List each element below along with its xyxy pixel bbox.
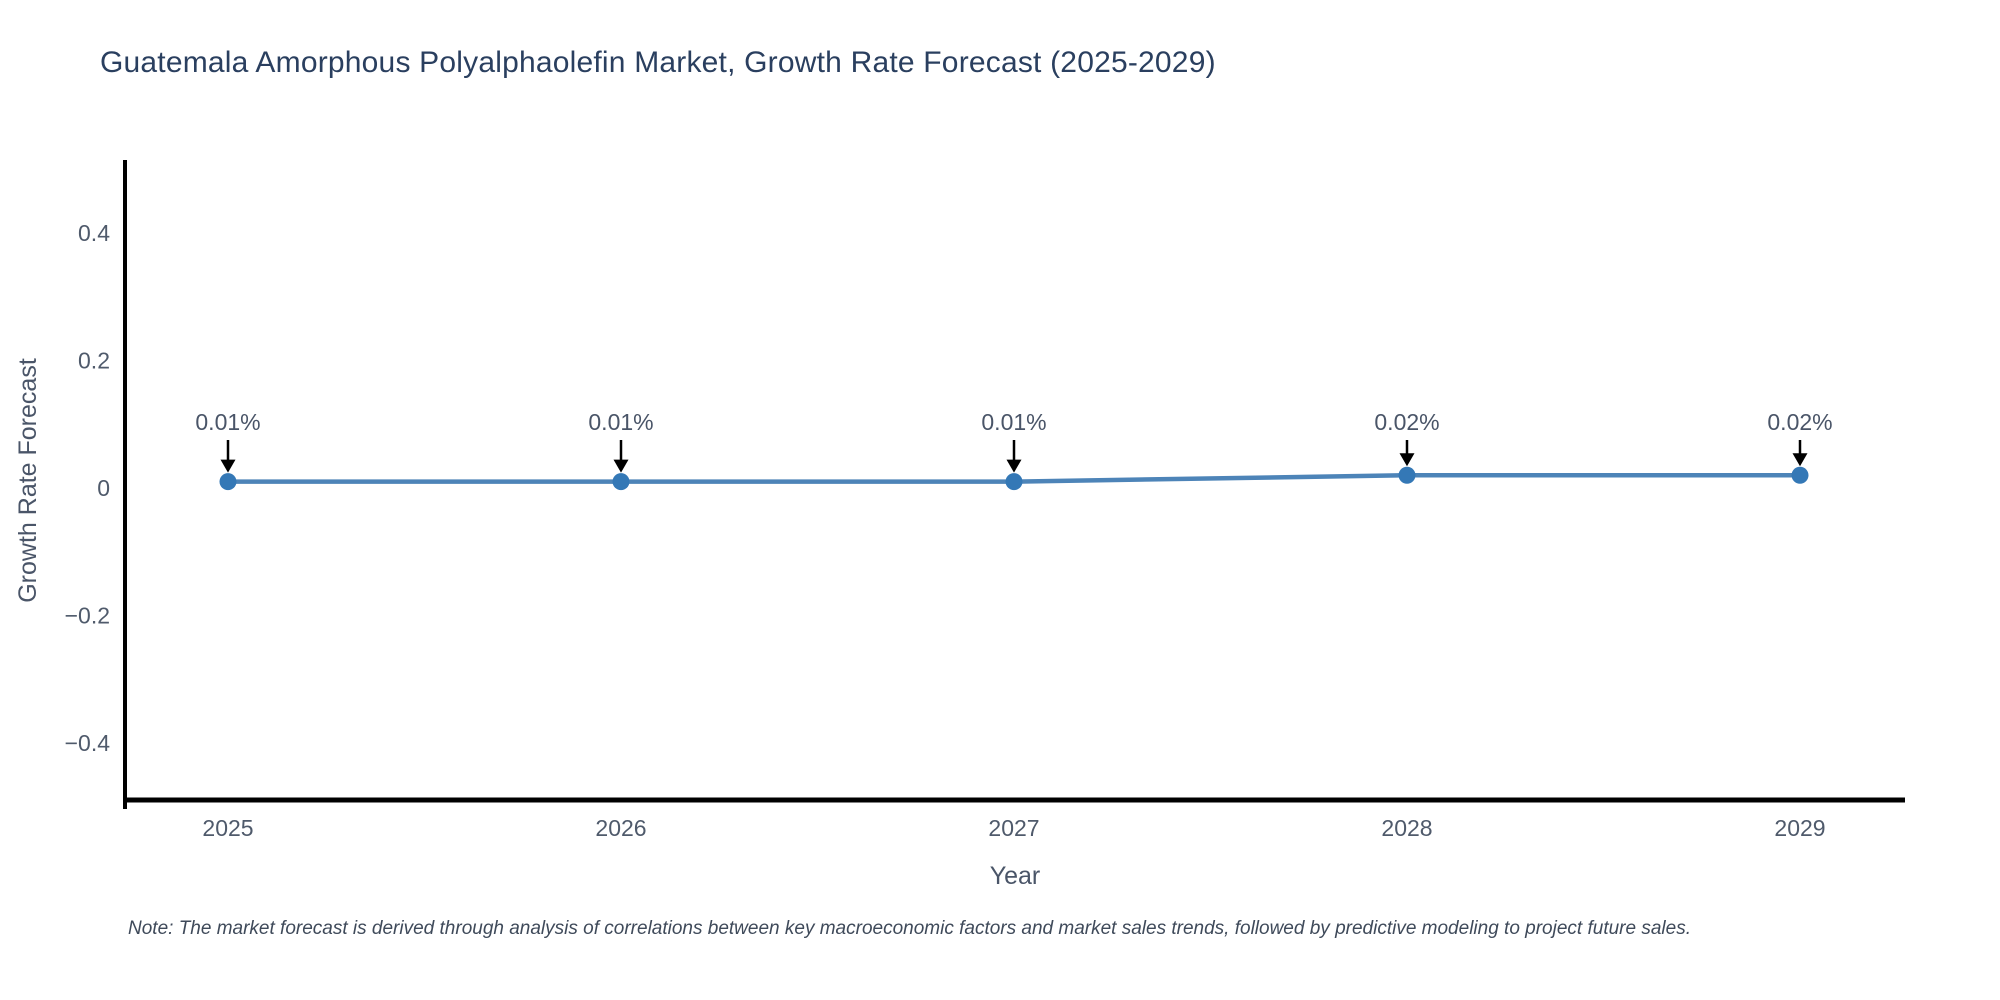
annotation-arrow-head: [220, 459, 236, 473]
annotation-arrow-head: [1006, 459, 1022, 473]
y-tick-label: 0: [97, 475, 110, 501]
annotation-arrow-head: [1792, 453, 1808, 467]
data-point-marker: [1791, 466, 1809, 484]
chart-title: Guatemala Amorphous Polyalphaolefin Mark…: [100, 46, 1216, 79]
point-annotation: 0.01%: [195, 409, 260, 435]
x-axis-title: Year: [989, 862, 1041, 890]
x-tick-label: 2029: [1774, 815, 1825, 841]
point-annotation: 0.01%: [981, 409, 1046, 435]
y-tick-label: −0.2: [65, 602, 110, 628]
x-tick-label: 2028: [1381, 815, 1432, 841]
annotation-arrow-head: [613, 459, 629, 473]
data-point-marker: [612, 473, 630, 491]
data-point-marker: [219, 473, 237, 491]
footnote: Note: The market forecast is derived thr…: [128, 918, 1691, 939]
point-annotation: 0.02%: [1374, 409, 1439, 435]
y-tick-label: −0.4: [65, 730, 111, 756]
x-tick-label: 2025: [202, 815, 253, 841]
data-point-marker: [1398, 466, 1416, 484]
point-annotation: 0.02%: [1767, 409, 1832, 435]
point-annotation: 0.01%: [588, 409, 653, 435]
x-tick-label: 2027: [988, 815, 1039, 841]
x-tick-label: 2026: [595, 815, 646, 841]
data-point-marker: [1005, 473, 1023, 491]
annotation-arrow-head: [1399, 453, 1415, 467]
y-tick-label: 0.2: [78, 348, 110, 374]
y-tick-label: 0.4: [78, 220, 110, 246]
